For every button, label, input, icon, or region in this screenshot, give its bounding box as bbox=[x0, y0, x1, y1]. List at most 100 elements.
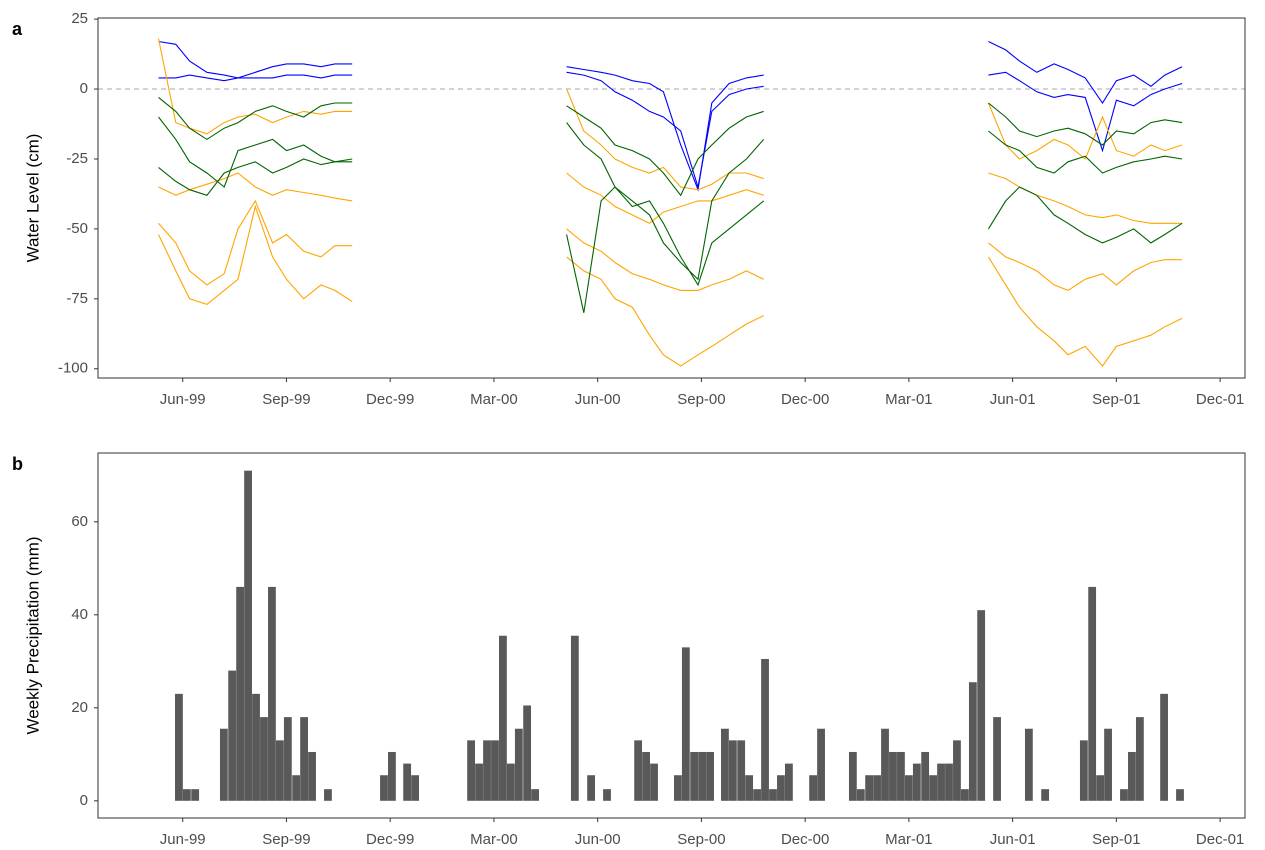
bar bbox=[721, 728, 729, 801]
bar bbox=[745, 775, 754, 801]
x-tick-label: Sep-01 bbox=[1092, 831, 1140, 848]
bar bbox=[1096, 775, 1105, 801]
x-tick-label: Dec-00 bbox=[781, 391, 829, 408]
x-tick-label: Jun-01 bbox=[990, 391, 1036, 408]
bar bbox=[483, 740, 491, 801]
bar bbox=[769, 789, 777, 801]
bar bbox=[570, 635, 579, 801]
bar bbox=[403, 763, 412, 801]
x-tick-label: Jun-00 bbox=[575, 831, 621, 848]
bar bbox=[953, 740, 961, 801]
bar bbox=[380, 775, 388, 801]
bar bbox=[897, 751, 905, 801]
bar bbox=[706, 751, 714, 801]
bar bbox=[904, 775, 913, 801]
bar bbox=[690, 751, 699, 801]
panel-label: b bbox=[12, 454, 23, 474]
y-axis-title: Water Level (cm) bbox=[23, 134, 42, 263]
y-tick-label: 25 bbox=[71, 10, 88, 27]
bar bbox=[865, 775, 874, 801]
water-level-line bbox=[158, 40, 1183, 192]
bar bbox=[275, 740, 284, 801]
y-tick-label: -50 bbox=[66, 220, 88, 237]
bar bbox=[175, 693, 183, 801]
x-tick-label: Jun-01 bbox=[990, 831, 1036, 848]
bar bbox=[506, 763, 515, 801]
x-tick-label: Dec-99 bbox=[366, 391, 414, 408]
water-level-line bbox=[158, 199, 1183, 292]
bar bbox=[308, 751, 316, 801]
bar bbox=[411, 775, 419, 801]
bar bbox=[634, 740, 643, 801]
bar bbox=[961, 789, 969, 801]
bar bbox=[977, 610, 986, 801]
bar bbox=[1160, 693, 1168, 801]
bar bbox=[912, 763, 921, 801]
bar bbox=[603, 789, 611, 801]
bar bbox=[191, 789, 200, 801]
bar bbox=[1079, 740, 1088, 801]
bar bbox=[856, 789, 865, 801]
x-tick-label: Mar-00 bbox=[470, 831, 518, 848]
x-tick-label: Sep-00 bbox=[677, 831, 725, 848]
bar bbox=[809, 775, 818, 801]
bar bbox=[817, 728, 825, 801]
bar bbox=[587, 775, 596, 801]
y-tick-label: 20 bbox=[71, 699, 88, 716]
bar bbox=[777, 775, 785, 801]
bar bbox=[937, 763, 945, 801]
bar bbox=[260, 717, 268, 801]
bar bbox=[514, 728, 523, 801]
y-tick-label: -75 bbox=[66, 290, 88, 307]
x-tick-label: Jun-99 bbox=[160, 391, 206, 408]
y-tick-label: 40 bbox=[71, 606, 88, 623]
y-tick-label: 0 bbox=[80, 792, 88, 809]
bar bbox=[324, 789, 332, 801]
bar bbox=[531, 789, 539, 801]
bar bbox=[761, 658, 769, 801]
bar bbox=[283, 717, 292, 801]
water-level-line bbox=[158, 96, 1183, 197]
bar bbox=[1135, 717, 1144, 801]
bar bbox=[388, 751, 396, 801]
water-level-line bbox=[158, 204, 1183, 367]
bar bbox=[889, 751, 897, 801]
bar bbox=[244, 470, 252, 801]
bar bbox=[252, 693, 260, 801]
x-tick-label: Jun-00 bbox=[575, 391, 621, 408]
bar bbox=[1128, 751, 1136, 801]
bar bbox=[673, 775, 682, 801]
x-tick-label: Jun-99 bbox=[160, 831, 206, 848]
bar bbox=[1088, 586, 1097, 801]
bar bbox=[698, 751, 707, 801]
bar bbox=[228, 670, 237, 801]
bar bbox=[650, 763, 658, 801]
x-tick-label: Dec-01 bbox=[1196, 831, 1244, 848]
bar bbox=[523, 705, 532, 801]
bar bbox=[292, 775, 301, 801]
y-tick-label: -25 bbox=[66, 150, 88, 167]
bar bbox=[728, 740, 737, 801]
panel-frame bbox=[97, 17, 1246, 379]
bar bbox=[737, 740, 746, 801]
x-tick-label: Sep-01 bbox=[1092, 391, 1140, 408]
x-tick-label: Sep-99 bbox=[262, 391, 310, 408]
x-tick-label: Dec-00 bbox=[781, 831, 829, 848]
bar bbox=[993, 717, 1001, 801]
bar bbox=[642, 751, 650, 801]
y-tick-label: -100 bbox=[58, 360, 88, 377]
x-tick-label: Mar-00 bbox=[470, 391, 518, 408]
bar bbox=[499, 635, 507, 801]
bar bbox=[873, 775, 881, 801]
panel-label: a bbox=[12, 19, 23, 39]
y-axis-title: Weekly Precipitation (mm) bbox=[23, 536, 42, 734]
x-tick-label: Dec-99 bbox=[366, 831, 414, 848]
bar bbox=[784, 763, 793, 801]
x-tick-label: Sep-00 bbox=[677, 391, 725, 408]
x-tick-label: Mar-01 bbox=[885, 831, 933, 848]
bar bbox=[753, 789, 761, 801]
x-tick-label: Dec-01 bbox=[1196, 391, 1244, 408]
bar bbox=[467, 740, 476, 801]
bar bbox=[1104, 728, 1112, 801]
